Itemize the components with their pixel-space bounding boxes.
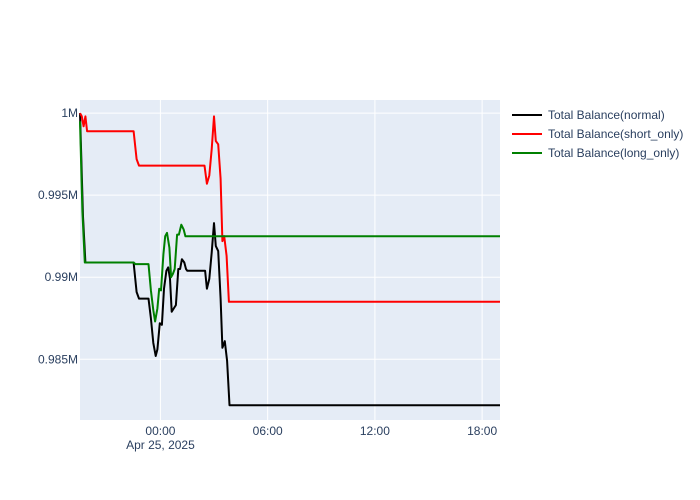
series-line-1	[79, 113, 500, 407]
x-tick-label: 06:00	[253, 424, 283, 438]
legend-item[interactable]: Total Balance(long_only)	[512, 146, 679, 160]
series-line-2	[79, 112, 500, 303]
y-tick-label: 0.985M	[38, 352, 78, 366]
y-tick-label: 0.99M	[45, 270, 78, 284]
y-tick-label: 1M	[61, 106, 78, 120]
x-tick-date-label: Apr 25, 2025	[126, 438, 195, 452]
series-line-3	[79, 121, 500, 323]
x-tick-label: 18:00	[467, 424, 497, 438]
x-tick-label: 00:00	[145, 424, 175, 438]
legend-label: Total Balance(normal)	[548, 108, 665, 122]
series-layer	[79, 112, 500, 407]
x-tick-label: 12:00	[360, 424, 390, 438]
legend-item[interactable]: Total Balance(short_only)	[512, 127, 683, 141]
legend-label: Total Balance(long_only)	[548, 146, 679, 160]
plot-background	[80, 100, 500, 420]
y-axis: 0.985M 0.99M 0.995M 1M	[38, 106, 78, 366]
legend: Total Balance(normal) Total Balance(short…	[512, 108, 683, 160]
legend-label: Total Balance(short_only)	[548, 127, 683, 141]
y-tick-label: 0.995M	[38, 188, 78, 202]
legend-item[interactable]: Total Balance(normal)	[512, 108, 665, 122]
